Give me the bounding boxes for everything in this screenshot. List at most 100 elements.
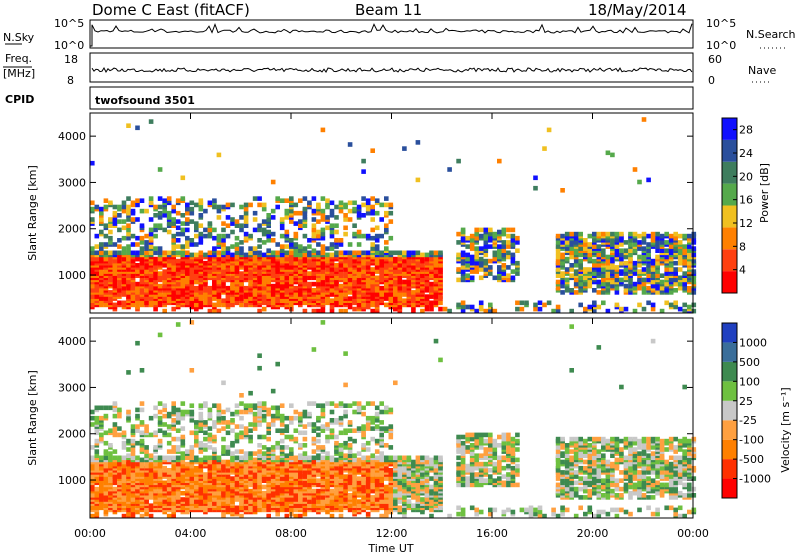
echo-cell	[90, 513, 95, 519]
echo-cell	[632, 242, 638, 247]
echo-cell	[194, 265, 199, 270]
echo-cell	[243, 210, 249, 216]
cpid-frame	[89, 86, 694, 110]
echo-cell	[234, 246, 240, 251]
echo-cell	[501, 231, 507, 237]
echo-cell	[189, 238, 195, 243]
echo-cell	[266, 285, 271, 291]
echo-cell	[153, 306, 158, 312]
echo-cell	[270, 388, 276, 394]
echo-cell	[406, 250, 412, 256]
echo-cell	[230, 455, 235, 461]
echo-cell	[144, 269, 149, 274]
echo-cell	[135, 125, 140, 131]
echo-cell	[474, 227, 479, 233]
echo-cell	[266, 422, 271, 427]
echo-cell	[126, 208, 131, 214]
echo-cell	[564, 256, 570, 262]
echo-cell	[596, 263, 602, 268]
echo-cell	[157, 501, 163, 506]
echo-cell	[90, 160, 95, 166]
echo-cell	[465, 304, 470, 310]
echo-cell	[347, 296, 353, 301]
echo-cell	[501, 240, 507, 245]
echo-cell	[578, 281, 583, 287]
echo-cell	[614, 248, 620, 253]
echo-cell	[637, 263, 642, 268]
echo-cell	[239, 470, 244, 475]
echo-cell	[212, 265, 217, 270]
echo-cell	[393, 250, 398, 256]
echo-cell	[148, 513, 154, 519]
echo-cell	[316, 250, 321, 256]
echo-cell	[307, 238, 312, 243]
echo-cell	[592, 258, 597, 264]
echo-cell	[270, 422, 276, 427]
echo-cell	[506, 227, 511, 233]
echo-cell	[108, 223, 113, 228]
echo-cell	[212, 403, 217, 408]
echo-cell	[171, 409, 176, 415]
echo-cell	[537, 300, 543, 306]
echo-cell	[338, 308, 344, 314]
echo-cell	[673, 288, 678, 293]
echo-cell	[270, 238, 276, 243]
echo-cell	[198, 449, 204, 454]
echo-cell	[569, 288, 574, 293]
echo-cell	[175, 198, 181, 203]
echo-cell	[207, 308, 213, 314]
echo-cell	[239, 513, 244, 519]
echo-cell	[320, 227, 326, 233]
echo-cell	[185, 455, 190, 461]
echo-cell	[334, 434, 339, 440]
echo-cell	[555, 285, 561, 291]
echo-cell	[257, 227, 262, 233]
echo-cell	[628, 263, 633, 268]
freq-tick-top: 18	[64, 53, 78, 66]
y-tick-label: 4000	[58, 130, 86, 143]
echo-cell	[230, 418, 235, 423]
echo-cell	[329, 252, 335, 258]
echo-cell	[370, 227, 375, 233]
echo-cell	[94, 505, 100, 511]
echo-cell	[239, 401, 244, 406]
echo-cell	[311, 223, 317, 228]
echo-cell	[411, 258, 416, 264]
echo-cell	[166, 411, 172, 417]
echo-cell	[325, 472, 330, 477]
echo-cell	[334, 204, 339, 210]
echo-cell	[212, 497, 217, 502]
echo-cell	[320, 217, 326, 222]
echo-cell	[682, 281, 687, 287]
echo-cell	[519, 300, 525, 306]
echo-cell	[302, 409, 308, 415]
echo-cell	[279, 428, 285, 433]
echo-cell	[601, 231, 606, 237]
echo-cell	[429, 256, 434, 262]
echo-cell	[641, 290, 647, 295]
echo-cell	[90, 250, 95, 256]
echo-cell	[374, 198, 380, 203]
echo-cell	[465, 273, 470, 278]
echo-cell	[94, 415, 100, 421]
echo-cell	[243, 215, 249, 220]
echo-cell	[370, 196, 375, 201]
echo-cell	[682, 271, 687, 276]
echo-cell	[171, 455, 176, 461]
echo-cell	[189, 476, 195, 481]
echo-cell	[171, 426, 176, 431]
echo-cell	[139, 457, 145, 463]
echo-cell	[456, 158, 461, 164]
echo-cell	[189, 403, 195, 408]
echo-cell	[144, 244, 149, 249]
echo-cell	[252, 288, 258, 293]
echo-cell	[537, 306, 543, 312]
echo-cell	[121, 246, 127, 251]
echo-cell	[234, 449, 240, 454]
echo-cell	[320, 445, 326, 450]
echo-cell	[460, 275, 466, 281]
echo-cell	[289, 238, 294, 243]
nsearch-tick-top: 10^5	[706, 17, 736, 30]
echo-cell	[130, 447, 136, 452]
echo-cell	[162, 308, 167, 314]
